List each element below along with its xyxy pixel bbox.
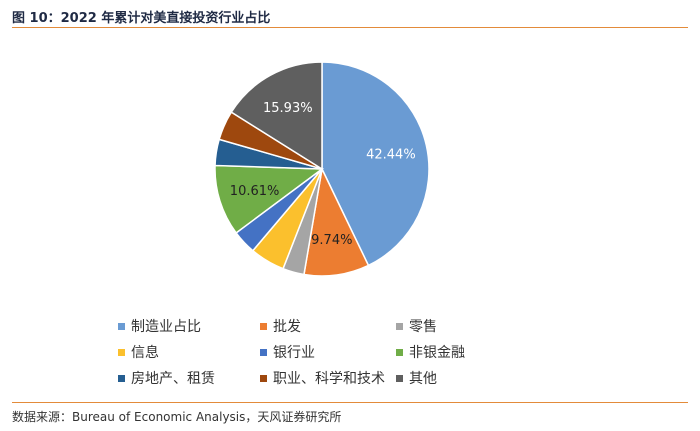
legend-swatch [260,374,267,382]
legend-swatch [260,322,267,330]
pie-chart: 42.44% 9.74% 10.61% 15.93% [214,61,430,277]
legend-label: 银行业 [273,345,315,361]
pie-slice-0 [321,61,430,267]
header: 图 10：2022 年累计对美直接投资行业占比 [12,4,688,30]
legend-swatch [260,348,267,356]
pie-data-label-1: 9.74% [311,233,352,248]
legend-item-2: 零售 [396,316,437,336]
legend-swatch [396,322,403,330]
pie-slice-8 [230,61,323,171]
legend-swatch [396,374,403,382]
pie-data-label-0: 42.44% [366,147,416,162]
legend-label: 批发 [273,319,301,335]
pie-slices [214,61,430,277]
legend-label: 零售 [409,319,437,335]
legend-label: 制造业占比 [131,319,201,335]
legend-label: 非银金融 [409,345,465,361]
legend-label: 房地产、租赁 [131,371,215,387]
pie-data-label-8: 15.93% [263,101,313,116]
legend-item-5: 非银金融 [396,342,465,362]
legend-label: 信息 [131,345,159,361]
legend-item-3: 信息 [118,342,159,362]
legend-label: 其他 [409,371,437,387]
legend-item-6: 房地产、租赁 [118,368,215,388]
legend-swatch [118,374,125,382]
top-divider [12,27,688,28]
pie-slice-5 [214,164,325,234]
legend-label: 职业、科学和技术 [273,371,385,387]
legend-item-4: 银行业 [260,342,315,362]
source-note: 数据来源：Bureau of Economic Analysis，天风证券研究所 [12,410,342,424]
pie-data-label-5: 10.61% [230,184,280,199]
legend-item-1: 批发 [260,316,301,336]
legend-item-8: 其他 [396,368,437,388]
bottom-divider [12,402,688,403]
figure-title: 图 10：2022 年累计对美直接投资行业占比 [12,11,271,26]
legend-item-7: 职业、科学和技术 [260,368,385,388]
legend-swatch [118,322,125,330]
legend-swatch [118,348,125,356]
pie-labels: 42.44% 9.74% 10.61% 15.93% [230,101,416,248]
legend-swatch [396,348,403,356]
legend-item-0: 制造业占比 [118,316,201,336]
